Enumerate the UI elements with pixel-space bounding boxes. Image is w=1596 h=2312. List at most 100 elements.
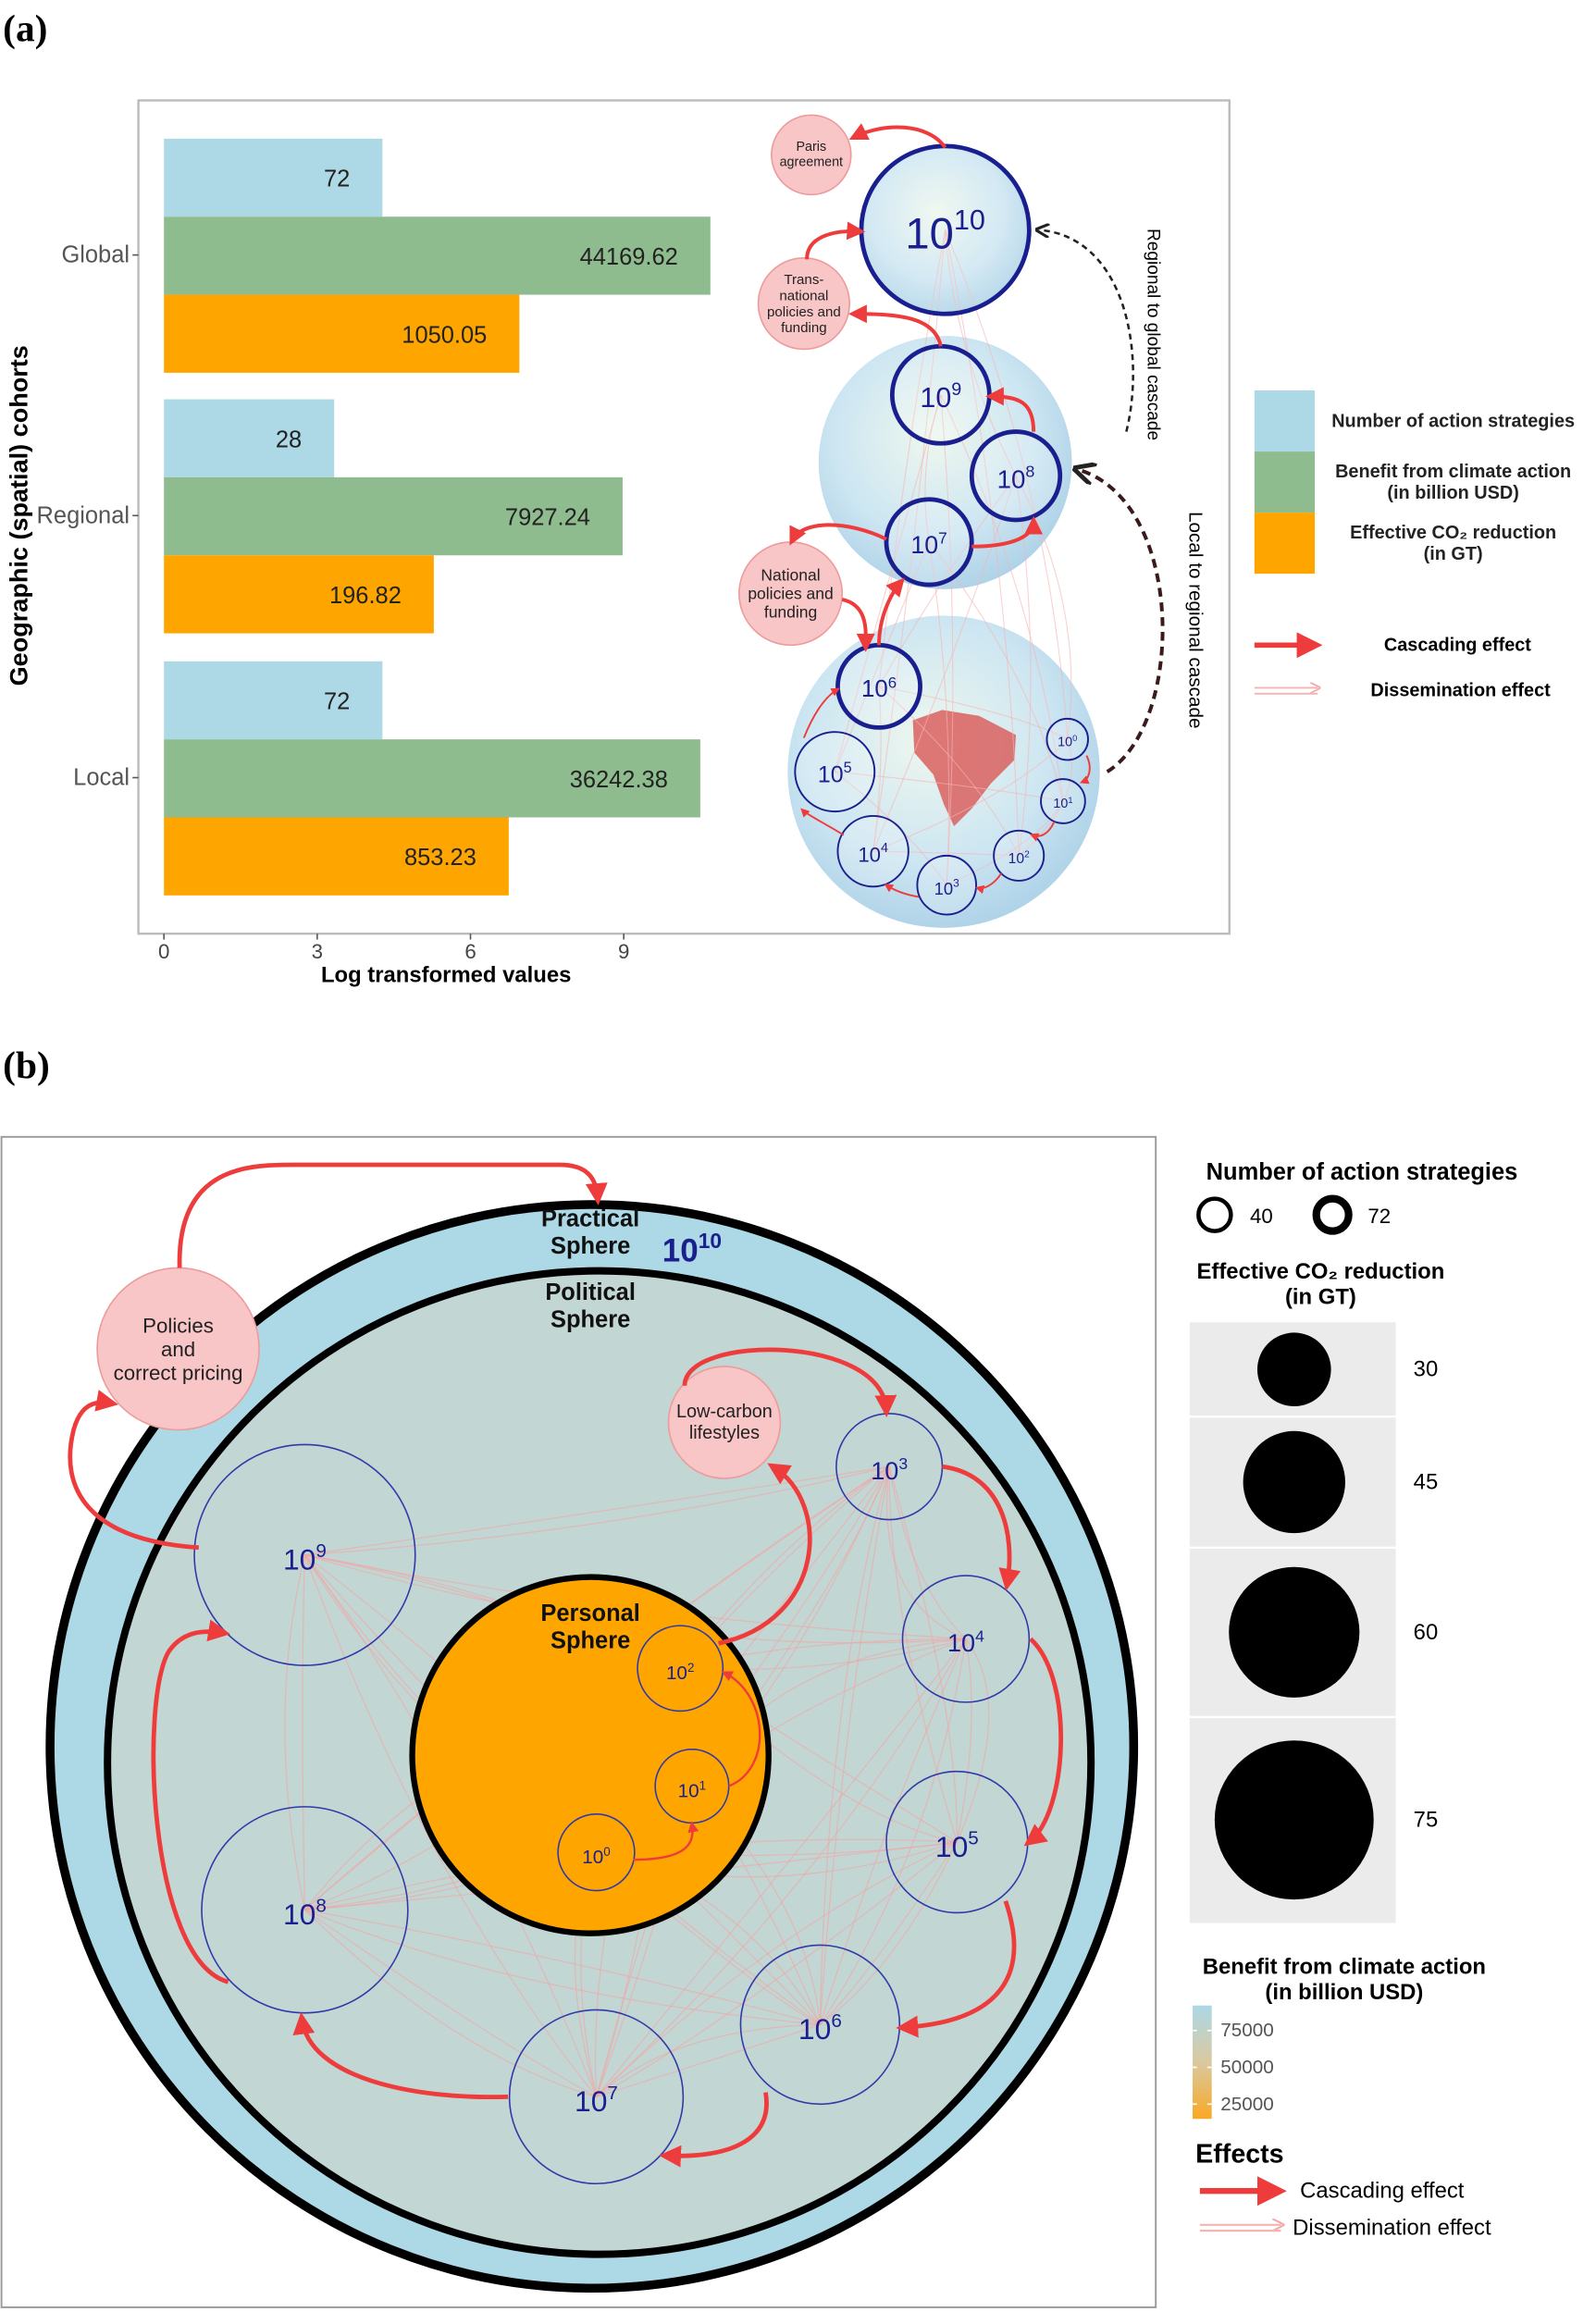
dissemination-line	[819, 1466, 890, 2025]
callout-text: National policies and funding	[748, 565, 833, 621]
node-circle	[836, 814, 909, 888]
node-label-base: 10	[575, 2084, 607, 2118]
node-label-base: 10	[935, 1830, 968, 1863]
node-label: 101	[678, 1778, 706, 1801]
cascading-arrow	[896, 1899, 1017, 2038]
node-label-exponent: 5	[968, 1827, 979, 1848]
legend-title: Number of action strategies	[1206, 1159, 1518, 1185]
legend-label: Cascading effect	[1300, 2179, 1465, 2204]
node-label: 109	[920, 379, 961, 414]
cascading-arrow	[682, 1347, 897, 1417]
node-circle	[637, 1625, 724, 1712]
callout-bubble	[667, 1366, 782, 1479]
bar	[164, 817, 509, 896]
dissemination-line	[872, 229, 946, 852]
colorbar	[1192, 2005, 1212, 2120]
node-label: 1010	[905, 204, 985, 257]
cascading-arrow	[659, 2092, 769, 2168]
node-label: 106	[861, 674, 897, 702]
y-tick-label: Regional	[37, 502, 130, 528]
dissemination-line	[888, 1466, 967, 1639]
cascading-arrow	[848, 304, 943, 347]
legend-swatch	[1254, 513, 1316, 575]
node-label: 107	[575, 2082, 618, 2118]
bar-value-label: 44169.62	[580, 244, 678, 270]
node-label-base: 10	[798, 2012, 831, 2046]
dissemination-line	[596, 2023, 821, 2097]
node-circle	[794, 731, 876, 813]
bar	[164, 739, 700, 818]
node-label-exponent: 5	[844, 760, 852, 776]
dissemination-line	[835, 771, 1064, 802]
strategies-legend-circle	[1196, 1196, 1233, 1233]
cascading-arrow	[721, 1671, 761, 1787]
node-label-base: 10	[934, 878, 954, 897]
dissemination-line	[878, 229, 946, 686]
node-circle	[1045, 717, 1089, 761]
dissemination-line	[304, 1465, 890, 1556]
dissemination-line	[819, 1638, 967, 2025]
bar	[164, 661, 383, 740]
co2-legend-circle	[1256, 1332, 1331, 1407]
dissemination-line	[945, 229, 1069, 740]
node-label-exponent: 8	[1025, 462, 1034, 480]
colorbar-label: 50000	[1220, 2057, 1273, 2078]
legend-label: Benefit from climate action (in billion U…	[1335, 462, 1571, 503]
legend-value-label: 60	[1414, 1620, 1439, 1645]
dissemination-line	[1015, 476, 1072, 740]
cascade-arrow	[1039, 230, 1134, 432]
dissemination-line	[304, 1909, 821, 2025]
legend-swatch	[1254, 390, 1316, 452]
y-tick-label: Local	[73, 765, 130, 791]
cascading-arrow	[1029, 821, 1056, 842]
co2-legend-circle	[1243, 1430, 1345, 1534]
dissemination-line	[956, 1638, 990, 1843]
node-label: 105	[935, 1827, 979, 1863]
node-label-base: 10	[871, 1457, 898, 1485]
legend-swatch	[1254, 451, 1316, 513]
dissemination-line	[304, 1909, 821, 2026]
dissemination-line	[304, 1909, 597, 2097]
strategies-legend-circle	[1312, 1194, 1353, 1235]
node-label-base: 10	[678, 1780, 699, 1801]
bar	[164, 476, 623, 556]
node-label-base: 10	[905, 208, 953, 257]
node-circle	[916, 854, 978, 916]
dissemination-line	[885, 1466, 967, 1640]
legend-value-label: 45	[1414, 1469, 1439, 1494]
foreground-layer: (a) (b) 0 3 6 9 Log transformed values Geograph…	[3, 7, 1575, 2241]
cascade-label: Regional to global cascade	[1144, 229, 1163, 440]
bar	[164, 216, 711, 295]
dissemination-line	[596, 1841, 958, 2097]
bar-value-label: 853.23	[404, 845, 476, 871]
node-label-exponent: 6	[831, 2009, 842, 2031]
dissemination-line	[956, 1638, 972, 1843]
cascading-arrow	[151, 1619, 230, 1984]
callout-text: Paris agreement	[780, 140, 843, 169]
node-label-exponent: 3	[953, 876, 959, 889]
node-label: 108	[283, 1895, 327, 1931]
node-label: 105	[818, 760, 852, 787]
node-label-base: 10	[997, 464, 1026, 493]
node-circle	[884, 497, 974, 587]
dissemination-line	[878, 686, 1068, 740]
bar-value-label: 36242.38	[570, 767, 668, 793]
node-label: 102	[1008, 849, 1030, 867]
node-label: 107	[910, 528, 946, 559]
node-label-base: 10	[861, 676, 888, 702]
node-label: 103	[871, 1454, 908, 1485]
dissemination-line	[1015, 476, 1032, 856]
node-label-base: 10	[858, 843, 881, 866]
node-label-base: 10	[283, 1543, 315, 1576]
dissemination-line	[303, 1554, 597, 2097]
cascading-arrow	[68, 1390, 199, 1551]
node-label-base: 10	[910, 531, 938, 559]
cascading-arrow	[800, 808, 845, 836]
bar-value-label: 7927.24	[505, 505, 590, 531]
node-circle	[1040, 778, 1086, 824]
sphere-label: Practical Sphere	[541, 1206, 639, 1259]
callout-bubble	[771, 114, 852, 196]
dissemination-line	[819, 1841, 958, 2025]
cascading-arrow	[884, 884, 920, 898]
